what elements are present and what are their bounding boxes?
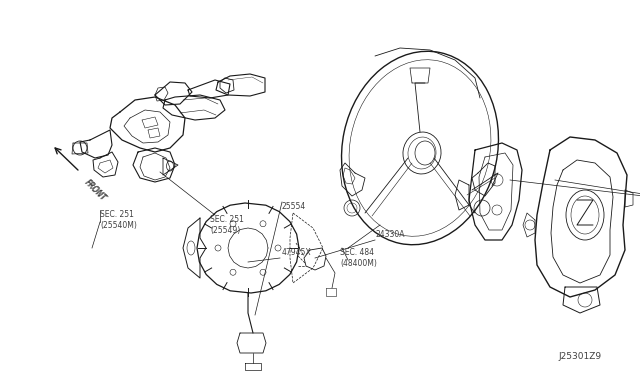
Text: J25301Z9: J25301Z9 bbox=[558, 352, 601, 361]
Text: SEC. 484
(48400M): SEC. 484 (48400M) bbox=[340, 248, 377, 268]
Text: SEC. 251
(25540M): SEC. 251 (25540M) bbox=[100, 210, 137, 230]
Text: FRONT: FRONT bbox=[83, 178, 108, 203]
Text: 25554: 25554 bbox=[282, 202, 307, 211]
Text: FRONT: FRONT bbox=[82, 178, 107, 203]
Text: SEC. 251
(25549): SEC. 251 (25549) bbox=[210, 215, 244, 235]
Text: 24330A: 24330A bbox=[375, 230, 404, 239]
Text: 47945X: 47945X bbox=[282, 248, 312, 257]
